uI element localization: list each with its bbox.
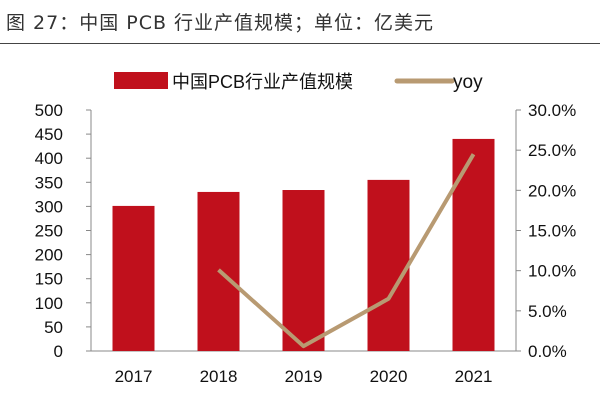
right-tick-label: 10.0% [528, 262, 576, 281]
bar-2019 [282, 190, 325, 351]
bar-2017 [112, 205, 155, 351]
left-tick-label: 250 [35, 222, 63, 241]
right-tick-label: 25.0% [528, 141, 576, 160]
right-tick-label: 30.0% [528, 101, 576, 120]
right-tick-label: 15.0% [528, 222, 576, 241]
title-divider [0, 43, 600, 44]
left-tick-label: 400 [35, 149, 63, 168]
legend-label-bar: 中国PCB行业产值规模 [172, 72, 353, 92]
left-tick-label: 500 [35, 101, 63, 120]
left-tick-label: 50 [44, 318, 63, 337]
legend-swatch-bar [114, 72, 168, 89]
left-tick-label: 0 [54, 342, 63, 361]
left-tick-label: 200 [35, 246, 63, 265]
bar-2021 [452, 138, 495, 351]
x-tick-label: 2018 [200, 367, 238, 386]
figure-title: 图 27：中国 PCB 行业产值规模；单位：亿美元 [6, 12, 435, 34]
x-tick-label: 2017 [115, 367, 153, 386]
x-tick-label: 2021 [455, 367, 493, 386]
x-tick-label: 2019 [285, 367, 323, 386]
x-tick-label: 2020 [370, 367, 408, 386]
left-tick-label: 150 [35, 270, 63, 289]
left-tick-label: 100 [35, 294, 63, 313]
yoy-line [217, 153, 476, 349]
right-tick-label: 5.0% [528, 302, 567, 321]
right-tick-label: 0.0% [528, 342, 567, 361]
bar-2020 [367, 179, 410, 351]
left-tick-label: 450 [35, 125, 63, 144]
left-tick-label: 300 [35, 197, 63, 216]
left-tick-label: 350 [35, 173, 63, 192]
right-tick-label: 20.0% [528, 181, 576, 200]
legend-label-line: yoy [453, 72, 483, 93]
